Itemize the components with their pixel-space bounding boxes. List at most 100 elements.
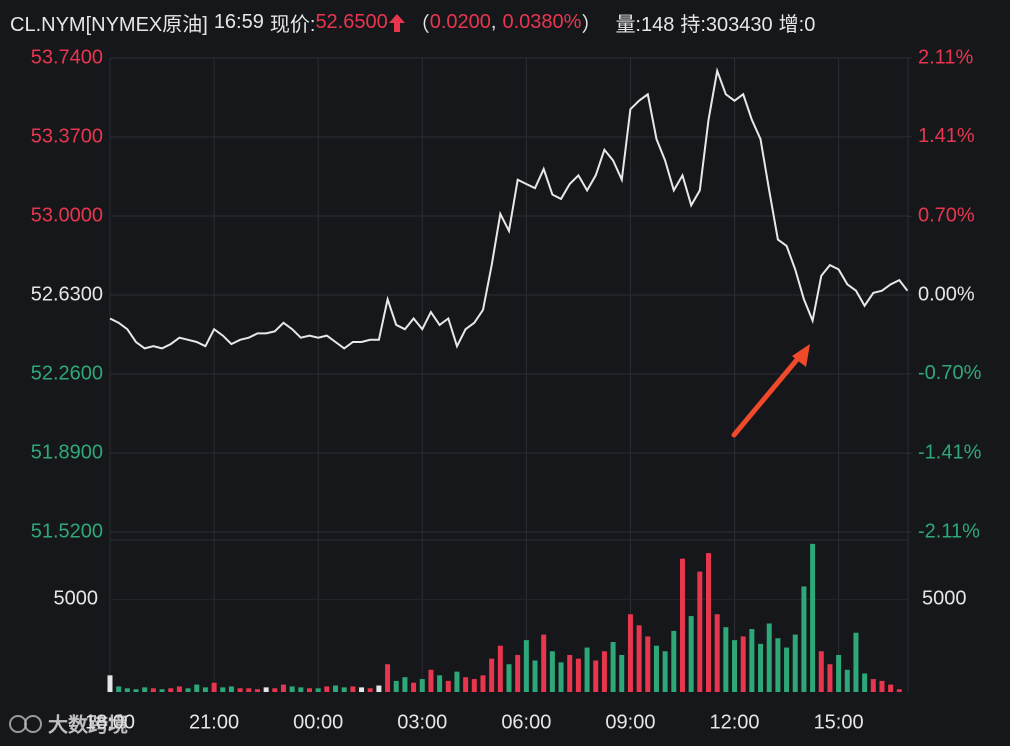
y-tick-label: 52.2600 xyxy=(31,362,103,384)
volume-bar xyxy=(471,679,477,692)
volume-bar xyxy=(879,680,885,692)
volume-bar xyxy=(758,643,764,692)
up-icon xyxy=(388,13,405,32)
volume-bar xyxy=(662,651,668,692)
y-tick-label: 53.3700 xyxy=(31,125,103,147)
symbol: CL.NYM[NYMEX原油] xyxy=(10,14,208,36)
volume-bar xyxy=(792,634,798,692)
volume: 量:148 xyxy=(615,14,675,36)
x-tick-label: 09:00 xyxy=(605,711,655,733)
paren: （ xyxy=(409,14,430,36)
volume-bar xyxy=(228,686,234,692)
y2-tick-label: -2.11% xyxy=(918,520,980,542)
volume-bar xyxy=(289,686,295,692)
volume-bar xyxy=(142,687,148,692)
volume-bar xyxy=(818,651,824,692)
volume-bar xyxy=(185,688,191,692)
volume-bar xyxy=(237,688,243,692)
volume-bar xyxy=(697,571,703,692)
volume-bar xyxy=(627,614,633,692)
volume-bar xyxy=(853,632,859,692)
volume-bar xyxy=(601,651,607,692)
volume-bar xyxy=(575,658,581,692)
change: 0.0200 xyxy=(429,11,491,33)
volume-bar xyxy=(896,689,902,692)
volume-bar xyxy=(150,688,156,692)
volume-bar xyxy=(645,636,651,692)
volume-bar xyxy=(844,669,850,692)
y-tick-label: 5000 xyxy=(54,588,99,610)
volume-bar xyxy=(714,614,720,692)
y-tick-label: 53.7400 xyxy=(31,46,103,68)
volume-bar xyxy=(515,654,521,692)
y2-tick-label: 0.00% xyxy=(918,283,975,305)
volume-bar xyxy=(653,645,659,692)
volume-bar xyxy=(610,642,616,692)
paren: ） xyxy=(581,14,602,36)
volume-bar xyxy=(584,647,590,692)
volume-bar xyxy=(402,677,408,692)
volume-bar xyxy=(263,687,269,692)
volume-bar xyxy=(454,671,460,692)
volume-bar xyxy=(220,687,226,692)
volume-bar xyxy=(133,689,139,692)
volume-bar xyxy=(194,684,200,692)
y-tick-label: 51.8900 xyxy=(31,441,103,463)
volume-bar xyxy=(419,679,425,692)
x-tick-label: 18:00 xyxy=(85,711,135,733)
volume-bar xyxy=(315,688,321,692)
volume-bar xyxy=(532,660,538,692)
volume-bar xyxy=(272,688,278,692)
volume-bar xyxy=(246,688,252,692)
y-tick-label: 51.5200 xyxy=(31,520,103,542)
y2-tick-label: -0.70% xyxy=(918,362,982,384)
volume-bar xyxy=(202,687,208,692)
volume-bar xyxy=(671,630,677,692)
volume-bar xyxy=(376,685,382,692)
volume-bar xyxy=(541,634,547,692)
volume-bar xyxy=(549,651,555,692)
volume-bar xyxy=(324,686,330,692)
volume-bar xyxy=(333,685,339,692)
volume-bar xyxy=(801,586,807,692)
y2-tick-label: -1.41% xyxy=(918,442,982,464)
price-label: 现价: xyxy=(269,14,316,36)
x-tick-label: 06:00 xyxy=(501,711,551,733)
volume-bar xyxy=(766,623,772,692)
time: 16:59 xyxy=(213,11,264,33)
volume-bar xyxy=(393,680,399,692)
volume-bar xyxy=(688,616,694,692)
volume-bar xyxy=(775,638,781,692)
volume-bar xyxy=(107,675,113,692)
volume-bar xyxy=(784,647,790,692)
volume-bar xyxy=(359,687,365,692)
volume-bar xyxy=(636,625,642,692)
volume-bar xyxy=(506,664,512,692)
volume-bar xyxy=(679,558,685,692)
y-tick-label: 52.6300 xyxy=(31,283,103,305)
volume-bar xyxy=(280,684,286,692)
price-line xyxy=(109,66,909,350)
increase: 增:0 xyxy=(778,14,816,36)
volume-bar xyxy=(428,669,434,692)
volume-bar xyxy=(497,645,503,692)
x-tick-label: 03:00 xyxy=(397,711,447,733)
volume-bar xyxy=(176,686,182,692)
y2-tick-label: 5000 xyxy=(922,588,967,610)
volume-bar xyxy=(254,689,260,692)
volume-bar xyxy=(862,673,868,692)
volume-bar xyxy=(593,660,599,692)
y2-tick-label: 1.41% xyxy=(918,125,975,147)
volume-bar xyxy=(619,654,625,692)
y2-tick-label: 0.70% xyxy=(918,205,975,227)
volume-bar xyxy=(116,686,122,692)
header: CL.NYM[NYMEX原油] 16:59 现价: 52.6500 （ 0.02… xyxy=(10,8,821,37)
volume-bar xyxy=(749,629,755,692)
x-tick-label: 21:00 xyxy=(189,711,239,733)
volume-bar xyxy=(445,680,451,692)
volume-bar xyxy=(341,687,347,692)
change-pct: 0.0380% xyxy=(502,11,582,33)
volume-bar xyxy=(870,679,876,692)
